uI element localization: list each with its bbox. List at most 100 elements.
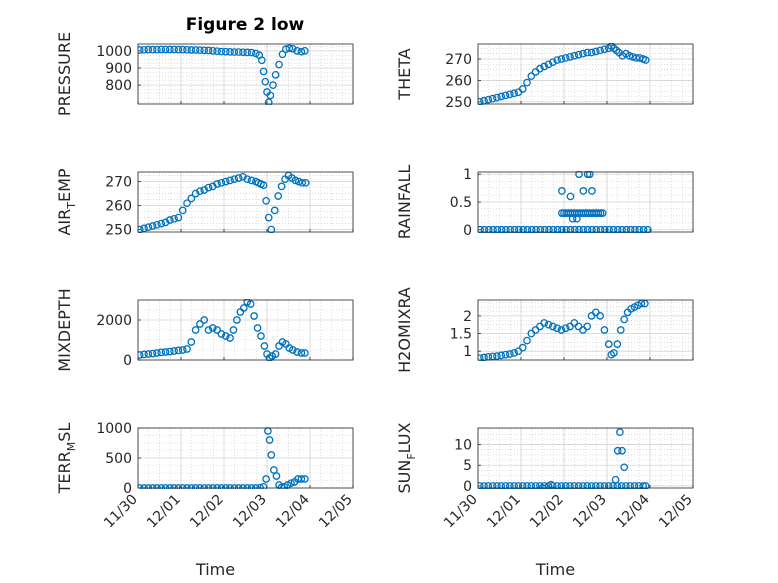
data-point — [558, 225, 566, 233]
data-point — [587, 482, 596, 489]
y-tick-label: 0 — [463, 479, 472, 495]
subplot-5: 0 2000 MIXDEPTH — [55, 288, 354, 372]
data-point — [568, 214, 577, 223]
data-point — [297, 47, 306, 56]
x-tick-label: 12/05 — [316, 492, 356, 532]
data-point — [253, 324, 262, 332]
data-point — [519, 225, 527, 233]
data-point — [265, 436, 274, 444]
data-point — [204, 46, 213, 55]
x-tick-label: 12/02 — [527, 492, 567, 532]
data-point — [540, 482, 549, 489]
data-point — [170, 347, 178, 355]
data-point — [561, 54, 570, 62]
data-point — [243, 48, 252, 57]
data-point — [262, 196, 270, 205]
y-tick-label: 250 — [445, 95, 472, 111]
axes-frame — [477, 427, 694, 489]
data-point — [288, 44, 297, 53]
data-point — [562, 225, 570, 233]
data-point — [527, 72, 536, 80]
data-point — [246, 300, 255, 308]
data-point — [266, 91, 275, 100]
data-point — [620, 315, 629, 324]
y-tick-label: 270 — [445, 52, 472, 68]
data-point — [221, 332, 230, 340]
data-point — [570, 482, 579, 489]
data-point — [285, 44, 294, 53]
y-tick-label: 260 — [105, 199, 132, 215]
y-tick-label: 270 — [105, 175, 132, 191]
data-point — [618, 225, 626, 233]
data-point — [613, 340, 622, 348]
data-point — [596, 482, 604, 489]
data-point — [264, 213, 273, 222]
data-point — [161, 45, 170, 54]
data-point — [625, 51, 634, 60]
y-axis-label-main: THETA — [395, 48, 414, 100]
data-point — [271, 350, 280, 358]
data-point — [501, 482, 510, 489]
data-point — [267, 451, 276, 459]
y-axis-label-subscript: T — [65, 202, 78, 210]
data-point — [191, 326, 200, 334]
data-point — [505, 350, 514, 358]
data-point — [174, 213, 183, 222]
data-point — [270, 206, 279, 215]
data-point — [587, 48, 596, 57]
y-axis-label: AIRTEMP — [55, 168, 78, 235]
data-point — [553, 56, 561, 64]
data-point — [300, 349, 309, 357]
data-point — [257, 56, 266, 65]
data-point — [505, 90, 514, 99]
data-point — [213, 47, 221, 56]
data-point — [157, 219, 166, 228]
data-point — [288, 346, 297, 354]
data-point — [583, 48, 592, 57]
data-point — [579, 49, 587, 58]
data-point — [208, 324, 217, 332]
data-point — [247, 176, 256, 185]
data-point — [243, 175, 252, 184]
data-point — [635, 225, 644, 233]
x-tick-label: 12/01 — [144, 492, 184, 532]
data-point — [594, 209, 603, 217]
data-point — [170, 214, 178, 223]
data-point — [259, 482, 268, 489]
y-axis-label-rest: SL — [55, 423, 74, 442]
data-point — [138, 46, 144, 54]
data-point — [233, 316, 241, 324]
data-point — [600, 482, 609, 489]
data-point — [144, 45, 153, 54]
data-point — [588, 225, 596, 233]
data-point — [497, 482, 506, 489]
data-point — [620, 463, 629, 472]
data-point — [148, 222, 157, 230]
y-tick-label: 1000 — [96, 44, 132, 60]
data-point — [518, 482, 527, 489]
data-point — [592, 225, 601, 233]
data-point — [187, 338, 196, 346]
data-point — [226, 334, 234, 342]
y-tick-label: 0 — [463, 223, 472, 239]
data-point — [277, 182, 286, 191]
data-point — [596, 46, 604, 55]
data-point — [575, 225, 583, 233]
data-point — [196, 187, 204, 196]
data-point — [588, 187, 596, 195]
data-point — [540, 319, 549, 327]
data-point — [157, 348, 166, 357]
series-points — [478, 299, 649, 361]
data-point — [544, 60, 553, 69]
data-point — [557, 482, 566, 489]
data-point — [239, 304, 248, 312]
data-point — [229, 326, 238, 334]
data-point — [610, 349, 618, 357]
y-axis-label-main: H2OMIXRA — [395, 287, 414, 373]
data-point — [536, 225, 545, 233]
data-point — [566, 192, 575, 201]
data-point — [544, 320, 553, 329]
data-point — [153, 220, 161, 229]
y-axis-label: H2OMIXRA — [395, 287, 414, 373]
